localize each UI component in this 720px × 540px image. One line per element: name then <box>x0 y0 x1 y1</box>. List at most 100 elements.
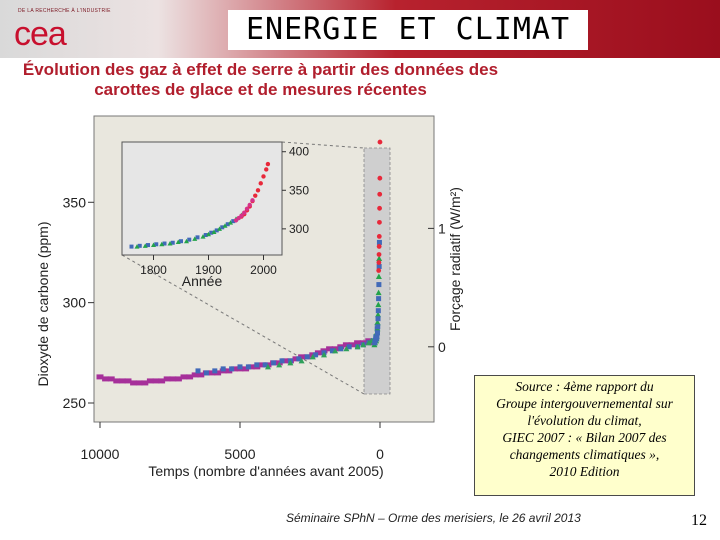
data-point <box>354 340 362 346</box>
data-point <box>247 364 255 370</box>
x-tick-label: 5000 <box>224 446 255 462</box>
header-bar: DE LA RECHERCHE À L'INDUSTRIE cea ENERGI… <box>0 0 720 58</box>
data-point <box>212 368 218 374</box>
data-point <box>296 356 302 362</box>
inset-data-point <box>167 241 173 246</box>
inset-data-point <box>231 219 236 224</box>
data-point <box>298 357 305 364</box>
data-point <box>113 378 121 384</box>
data-point <box>208 370 216 376</box>
inset-data-point <box>239 213 244 218</box>
data-point <box>314 350 322 356</box>
inset-data-point <box>195 235 200 240</box>
inset-data-point <box>225 222 230 227</box>
y2-tick-label: 1 <box>438 220 446 236</box>
data-point <box>262 362 268 368</box>
inset-data-point <box>258 181 263 186</box>
data-point <box>321 351 327 358</box>
data-point <box>197 372 205 378</box>
inset-data-point <box>255 188 261 193</box>
data-point <box>146 378 154 384</box>
inset-data-point <box>244 206 250 211</box>
data-point <box>375 311 382 318</box>
data-point <box>107 376 115 382</box>
data-point <box>329 348 335 354</box>
inset-data-point <box>211 229 217 234</box>
data-point <box>375 308 381 314</box>
data-point <box>304 354 310 360</box>
data-point <box>376 268 382 273</box>
data-point <box>377 139 383 145</box>
inset-data-point <box>209 230 214 235</box>
inset-data-point <box>206 231 211 237</box>
source-line1: Source : 4ème rapport du <box>515 379 654 394</box>
data-point <box>313 352 319 358</box>
footer-text: Séminaire SPhN – Orme des merisiers, le … <box>286 511 581 525</box>
data-point <box>220 366 226 372</box>
inset-data-point <box>242 210 247 215</box>
data-point <box>376 296 382 302</box>
data-point <box>338 346 344 352</box>
inset-x-axis-label: Année <box>182 273 223 289</box>
inset-y-tick-label: 350 <box>289 183 309 197</box>
main-series-group <box>96 139 383 386</box>
data-point <box>276 361 283 368</box>
inset-data-point <box>159 241 165 247</box>
inset-data-point <box>203 233 208 238</box>
data-point <box>265 363 271 370</box>
data-point <box>374 330 380 336</box>
inset-data-point <box>228 220 233 225</box>
data-point <box>376 264 382 270</box>
inset-data-point <box>146 243 150 248</box>
data-point <box>230 366 238 372</box>
data-point <box>195 368 201 374</box>
data-point <box>237 364 243 370</box>
source-line5: changements climatiques », <box>509 447 660 462</box>
data-point <box>376 252 382 257</box>
data-point <box>163 376 171 382</box>
data-point <box>342 342 350 348</box>
data-point <box>152 378 160 384</box>
inset-data-point <box>142 243 148 248</box>
data-point <box>287 359 294 366</box>
x-tick-label: 10000 <box>81 446 120 462</box>
data-point <box>377 175 383 181</box>
data-point <box>214 370 222 376</box>
data-point <box>376 260 382 265</box>
inset-series-group <box>129 161 271 249</box>
source-note: Source : 4ème rapport du Groupe intergou… <box>474 375 695 496</box>
data-point <box>374 334 380 340</box>
y2-axis-label: Forçage radiatif (W/m²) <box>447 187 463 331</box>
data-point <box>271 360 277 366</box>
data-point <box>180 374 188 380</box>
data-point <box>375 273 382 280</box>
inset-data-point <box>154 242 159 247</box>
page-number: 12 <box>691 512 707 529</box>
slide-title: ENERGIE ET CLIMAT <box>228 10 588 50</box>
y2-tick-label: 0 <box>438 339 446 355</box>
data-point <box>245 364 251 370</box>
source-line4: GIEC 2007 : « Bilan 2007 des <box>502 430 667 445</box>
y-axis-label: Dioxyde de carbone (ppm) <box>35 222 51 387</box>
inset-data-point <box>162 241 167 246</box>
inset-data-point <box>261 174 266 179</box>
y-tick-label: 300 <box>63 295 87 311</box>
co2-chart: Dioxyde de carbone (ppm) Temps (nombre d… <box>35 115 463 479</box>
data-point <box>375 301 382 308</box>
data-point <box>298 354 306 360</box>
data-point <box>360 341 367 348</box>
inset-y-tick-label: 400 <box>289 145 309 159</box>
inset-y-tick-label: 300 <box>289 222 309 236</box>
inset-data-point <box>134 244 140 249</box>
data-point <box>135 380 143 386</box>
inset-data-point <box>220 225 225 230</box>
data-point <box>118 378 126 384</box>
data-point <box>242 366 250 372</box>
data-point <box>376 239 382 245</box>
data-point <box>343 345 350 352</box>
data-point <box>375 289 382 296</box>
data-point <box>124 378 132 384</box>
data-point <box>375 324 381 330</box>
inset-data-point <box>200 234 206 239</box>
data-point <box>377 219 382 225</box>
